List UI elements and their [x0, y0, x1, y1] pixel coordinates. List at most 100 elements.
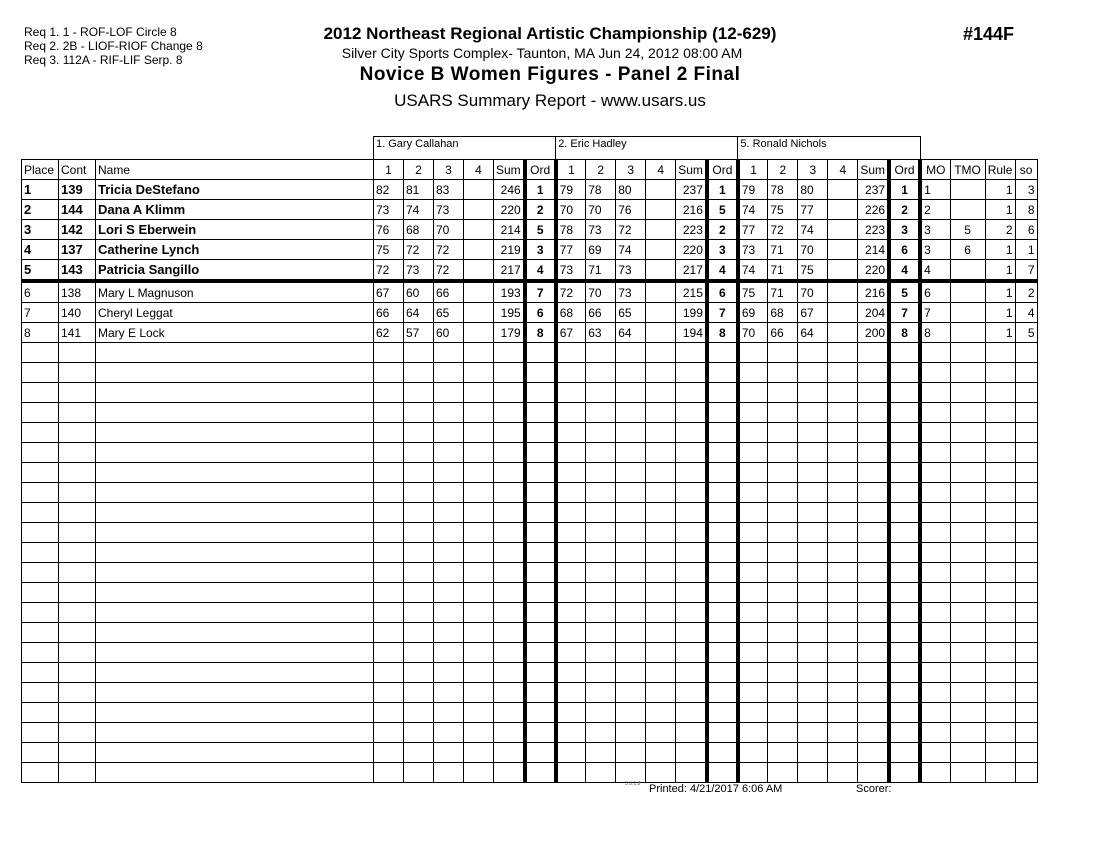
score-cell — [797, 562, 829, 583]
ord-cell — [522, 562, 557, 583]
score-cell — [433, 602, 464, 623]
score-cell: 76 — [615, 199, 647, 220]
rule-cell — [984, 562, 1016, 583]
ord-cell — [704, 702, 739, 723]
so-cell — [1014, 602, 1038, 623]
score-cell — [645, 682, 677, 703]
score-cell — [645, 522, 677, 543]
score-cell — [735, 362, 769, 383]
ord-cell — [704, 762, 739, 783]
sum-cell — [675, 742, 708, 763]
header-judge-col: 3 — [797, 159, 829, 180]
name-cell — [95, 382, 374, 403]
place-cell — [21, 722, 59, 743]
ord-cell: 5 — [704, 199, 739, 220]
score-cell — [827, 682, 859, 703]
sum-cell — [492, 442, 526, 463]
empty-row — [21, 362, 1038, 383]
sum-cell — [675, 402, 708, 423]
name-cell — [95, 502, 374, 523]
ord-cell — [887, 722, 921, 743]
score-cell — [373, 502, 404, 523]
header-judge-col: 3 — [433, 159, 464, 180]
name-cell — [95, 422, 374, 443]
so-cell — [1014, 582, 1038, 603]
header-mo: MO — [918, 159, 951, 180]
sum-cell — [675, 342, 708, 363]
score-cell — [463, 662, 494, 683]
score-cell — [615, 462, 647, 483]
sum-cell — [675, 482, 708, 503]
score-cell — [827, 742, 859, 763]
score-cell — [463, 742, 494, 763]
score-cell: 67 — [797, 302, 829, 323]
sum-cell — [857, 602, 890, 623]
place-cell: 1 — [21, 179, 59, 200]
tmo-cell — [949, 362, 986, 383]
score-cell — [767, 402, 799, 423]
score-cell — [645, 542, 677, 563]
score-cell: 73 — [735, 239, 769, 260]
ord-cell — [887, 522, 921, 543]
sum-cell — [492, 362, 526, 383]
score-cell — [463, 382, 494, 403]
ord-cell — [522, 422, 557, 443]
score-cell — [827, 702, 859, 723]
ord-cell — [887, 382, 921, 403]
sum-cell: 220 — [492, 199, 526, 220]
score-cell — [827, 322, 859, 343]
ord-cell: 3 — [704, 239, 739, 260]
score-cell — [827, 762, 859, 783]
sum-cell: 226 — [857, 199, 890, 220]
cont-cell — [58, 742, 96, 763]
sum-cell — [492, 762, 526, 783]
so-cell — [1014, 682, 1038, 703]
score-cell — [645, 342, 677, 363]
score-cell — [403, 682, 434, 703]
score-cell — [645, 422, 677, 443]
score-cell: 77 — [735, 219, 769, 240]
score-cell — [403, 442, 434, 463]
score-cell — [373, 682, 404, 703]
requirement-3: Req 3. 112A - RIF-LIF Serp. 8 — [24, 53, 183, 67]
score-cell — [827, 562, 859, 583]
score-cell — [585, 522, 617, 543]
sum-cell — [675, 702, 708, 723]
ord-cell — [704, 562, 739, 583]
ord-cell — [887, 362, 921, 383]
rule-cell — [984, 502, 1016, 523]
score-cell — [645, 362, 677, 383]
name-cell: Dana A Klimm — [95, 199, 374, 220]
name-cell: Catherine Lynch — [95, 239, 374, 260]
mo-cell: 6 — [918, 280, 951, 303]
score-cell — [797, 662, 829, 683]
ord-cell: 1 — [704, 179, 739, 200]
score-cell — [767, 762, 799, 783]
tmo-cell — [949, 622, 986, 643]
score-cell — [735, 442, 769, 463]
table-row: 5 143 Patricia Sangillo 72 73 72 217 4 73 71 73 217… — [21, 259, 1038, 283]
ord-cell — [522, 542, 557, 563]
ord-cell — [887, 562, 921, 583]
sum-cell — [492, 722, 526, 743]
score-cell: 70 — [585, 199, 617, 220]
ord-cell — [704, 482, 739, 503]
place-cell — [21, 462, 59, 483]
so-cell — [1014, 382, 1038, 403]
tmo-cell — [949, 702, 986, 723]
score-cell — [463, 482, 494, 503]
score-cell — [797, 522, 829, 543]
sum-cell — [492, 522, 526, 543]
score-cell — [403, 342, 434, 363]
score-cell — [463, 239, 494, 260]
so-cell — [1014, 542, 1038, 563]
sum-cell — [675, 422, 708, 443]
score-cell — [615, 522, 647, 543]
score-cell — [463, 562, 494, 583]
score-cell — [827, 382, 859, 403]
sum-cell — [857, 482, 890, 503]
score-cell: 81 — [403, 179, 434, 200]
rule-cell — [984, 542, 1016, 563]
sum-cell — [857, 382, 890, 403]
header-cont: Cont — [58, 159, 96, 180]
